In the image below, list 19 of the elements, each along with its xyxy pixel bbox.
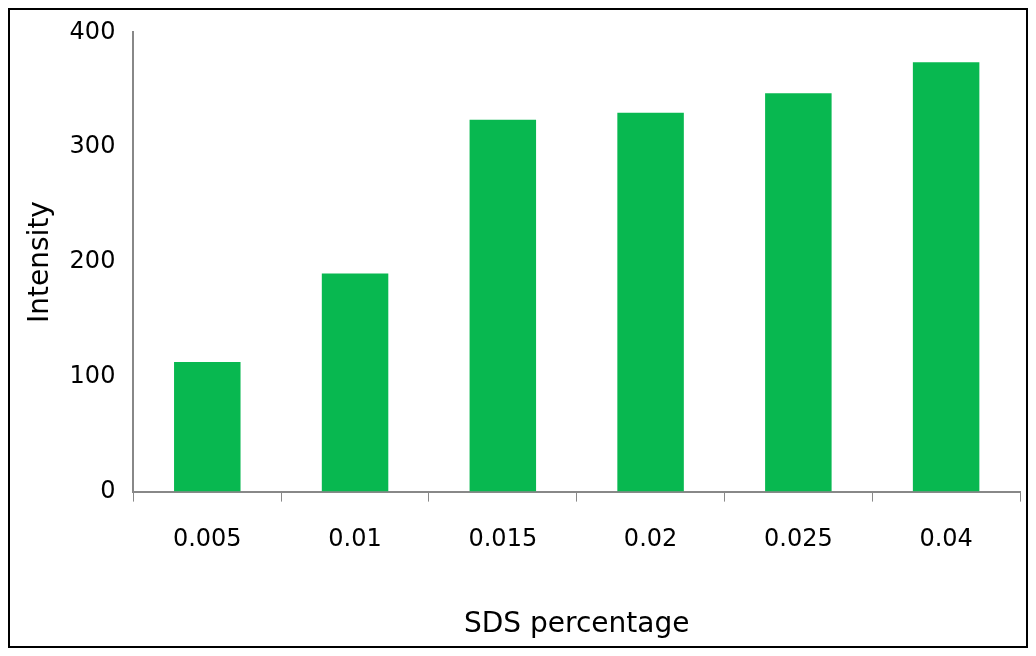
x-tick-label: 0.01 (328, 524, 382, 553)
y-tick-label: 200 (69, 246, 116, 275)
x-axis-title: SDS percentage (463, 606, 690, 640)
y-axis-title: Intensity (22, 201, 56, 323)
x-tick-label: 0.04 (919, 524, 973, 553)
x-tick-label: 0.005 (172, 524, 242, 553)
x-tick-label: 0.015 (468, 524, 538, 553)
y-tick-label: 0 (100, 475, 116, 504)
bar (321, 273, 389, 492)
bar (469, 119, 537, 492)
bar (617, 112, 684, 492)
x-tick-label: 0.02 (623, 524, 678, 553)
y-tick-label: 100 (69, 361, 116, 390)
bar (174, 361, 241, 492)
bar (765, 93, 832, 492)
y-tick-label: 300 (69, 131, 116, 160)
x-tick-label: 0.025 (763, 524, 833, 553)
y-tick-label: 400 (69, 16, 116, 45)
bar (912, 62, 980, 492)
